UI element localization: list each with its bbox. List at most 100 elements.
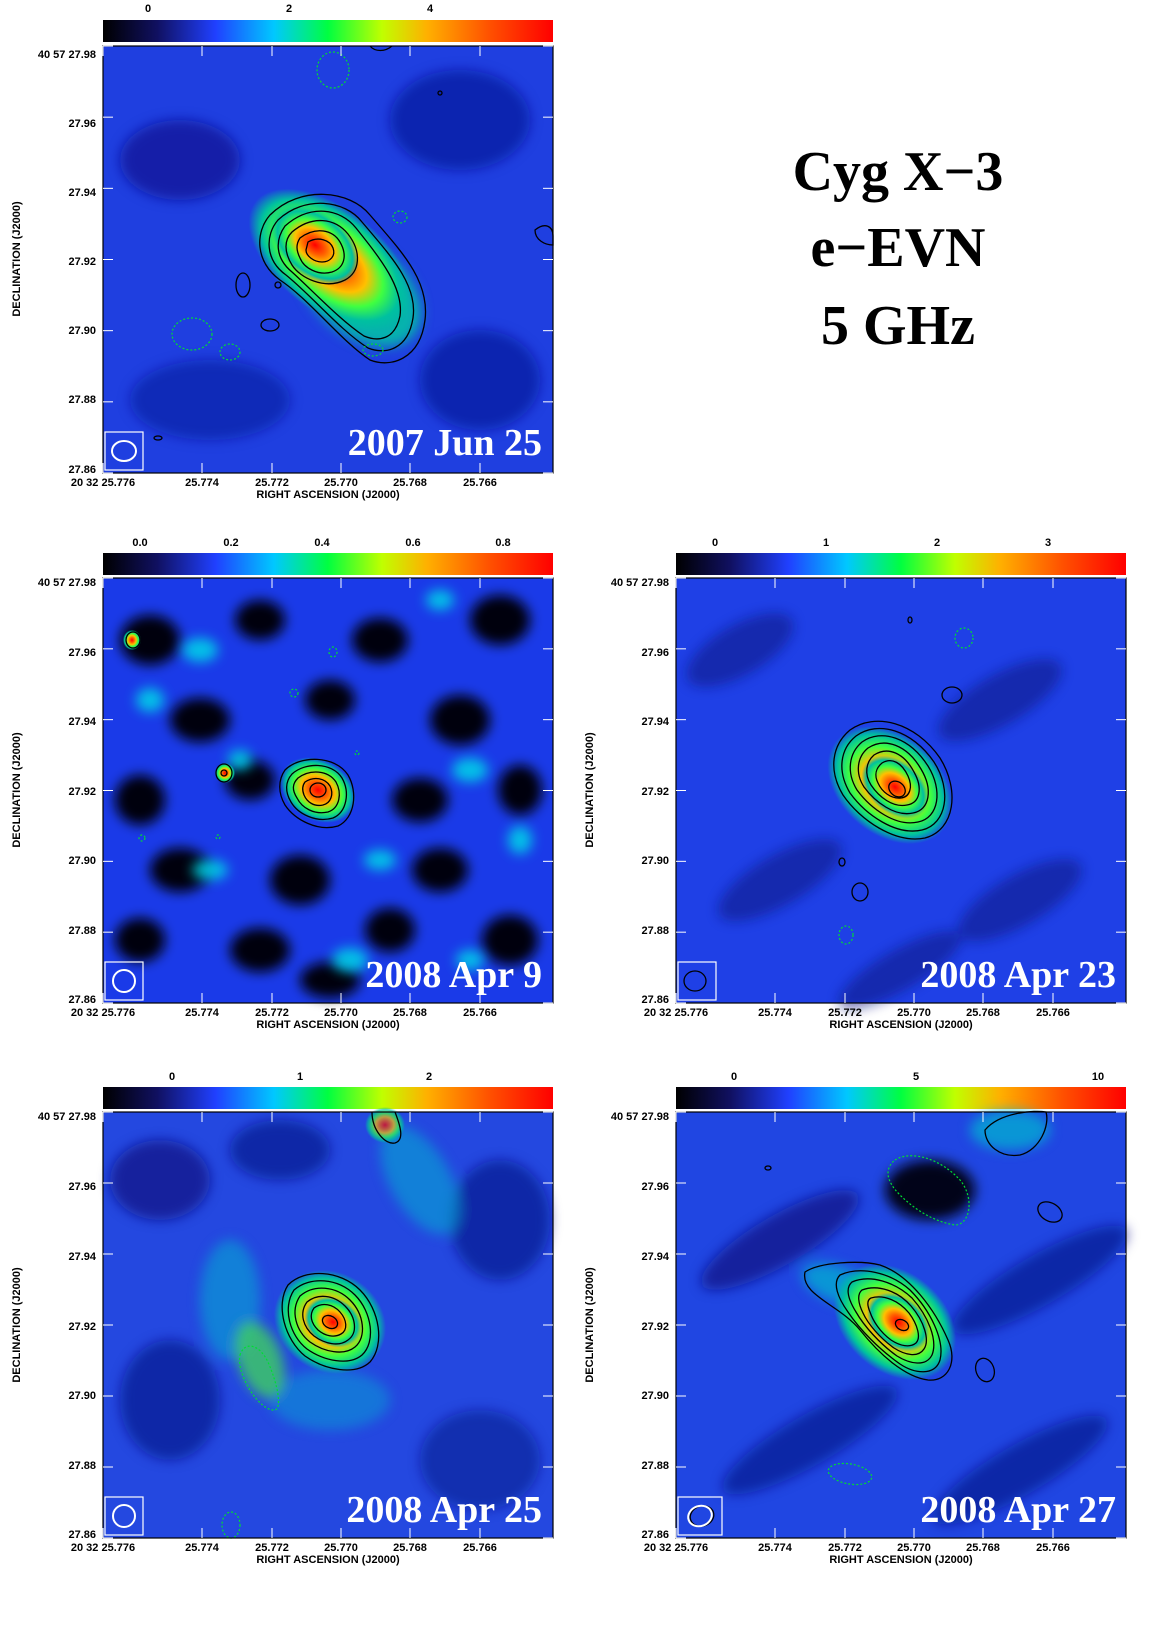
y-tick: 27.88: [641, 1460, 669, 1472]
colorbar-tick: 0.4: [314, 537, 330, 549]
image-map: [676, 578, 1126, 1010]
x-ticks: 20 32 25.776 25.774 25.772 25.770 25.768…: [644, 1542, 1070, 1554]
y-tick: 27.86: [68, 994, 96, 1006]
colorbar-tick: 1: [297, 1071, 303, 1083]
panel-5: 0 5 10: [584, 1071, 1128, 1566]
y-tick: 27.90: [68, 855, 96, 867]
title-line-3: 5 GHz: [821, 295, 975, 357]
y-tick: 27.86: [68, 464, 96, 476]
frame-ticks: [675, 1111, 1126, 1539]
x-tick: 25.766: [463, 1542, 497, 1554]
y-tick: 27.86: [641, 994, 669, 1006]
panel-4: 0 1 2: [11, 1071, 554, 1566]
x-tick: 25.772: [255, 1542, 289, 1554]
title-line-1: Cyg X−3: [793, 141, 1004, 203]
y-tick: 27.96: [641, 647, 669, 659]
frame-ticks: [102, 577, 553, 1004]
colorbar-ticks: 0 5 10: [731, 1071, 1104, 1083]
x-axis-label: RIGHT ASCENSION (J2000): [829, 1019, 973, 1031]
x-tick: 20 32 25.776: [71, 1542, 135, 1554]
y-axis-label: DECLINATION (J2000): [11, 1267, 23, 1383]
negative-contours: [827, 1155, 970, 1486]
colorbar-tick: 0: [145, 3, 151, 15]
y-tick: 27.90: [68, 325, 96, 337]
panel-date: 2008 Apr 9: [365, 954, 542, 996]
beam: [677, 1496, 723, 1536]
panel-date: 2008 Apr 25: [346, 1489, 542, 1531]
negative-contours: [171, 51, 408, 361]
colorbar-tick: 0.6: [405, 537, 420, 549]
beam: [104, 1496, 144, 1536]
y-ticks: 40 57 27.98 27.96 27.94 27.92 27.90 27.8…: [611, 1111, 670, 1541]
colorbar-tick: 2: [426, 1071, 432, 1083]
colorbar: [103, 1087, 553, 1109]
colorbar-ticks: 0 2 4: [145, 3, 434, 15]
y-tick: 27.92: [68, 256, 96, 268]
contours: [281, 1111, 402, 1371]
frame-ticks: [102, 45, 553, 474]
y-axis-label: DECLINATION (J2000): [584, 1267, 596, 1383]
y-ticks: 40 57 27.98 27.96 27.94 27.92 27.90 27.8…: [38, 49, 97, 476]
y-tick: 27.94: [68, 716, 96, 728]
colorbar: [103, 20, 553, 42]
x-tick: 25.774: [758, 1007, 793, 1019]
image-map: [103, 1107, 553, 1538]
y-tick: 27.94: [641, 1251, 669, 1263]
y-tick: 27.94: [641, 716, 669, 728]
y-axis-label: DECLINATION (J2000): [584, 732, 596, 848]
y-tick: 27.92: [68, 1321, 96, 1333]
x-ticks: 20 32 25.776 25.774 25.772 25.770 25.768…: [71, 477, 497, 489]
negative-contours: [138, 646, 360, 842]
contours: [153, 45, 554, 441]
frame-ticks: [675, 577, 1126, 1004]
x-tick: 25.772: [255, 1007, 289, 1019]
y-tick: 27.94: [68, 1251, 96, 1263]
y-tick: 40 57 27.98: [38, 49, 96, 61]
y-tick: 27.96: [641, 1181, 669, 1193]
x-tick: 20 32 25.776: [71, 477, 135, 489]
colorbar-tick: 0: [712, 537, 718, 549]
x-tick: 25.768: [393, 1542, 427, 1554]
x-tick: 20 32 25.776: [644, 1007, 708, 1019]
y-tick: 27.92: [641, 786, 669, 798]
x-tick: 25.770: [897, 1542, 931, 1554]
y-ticks: 40 57 27.98 27.96 27.94 27.92 27.90 27.8…: [611, 577, 670, 1006]
colorbar-ticks: 0.0 0.2 0.4 0.6 0.8: [132, 537, 510, 549]
y-tick: 27.90: [641, 1390, 669, 1402]
y-tick: 27.88: [68, 394, 96, 406]
title-line-2: e−EVN: [811, 217, 986, 279]
colorbar-ticks: 0 1 2 3: [712, 537, 1051, 549]
y-tick: 27.88: [68, 1460, 96, 1472]
contours: [689, 1110, 1063, 1527]
panel-date: 2007 Jun 25: [348, 422, 542, 464]
y-tick: 40 57 27.98: [611, 1111, 669, 1123]
beam: [104, 961, 144, 1001]
panel-date: 2008 Apr 27: [920, 1489, 1116, 1531]
x-tick: 25.770: [324, 1542, 358, 1554]
colorbar-tick: 0.0: [132, 537, 147, 549]
beam: [104, 431, 144, 471]
colorbar-ticks: 0 1 2: [169, 1071, 432, 1083]
y-ticks: 40 57 27.98 27.96 27.94 27.92 27.90 27.8…: [38, 1111, 97, 1541]
y-axis-label: DECLINATION (J2000): [11, 732, 23, 848]
x-tick: 25.774: [185, 1542, 220, 1554]
x-tick: 25.772: [828, 1007, 862, 1019]
colorbar-tick: 0.2: [223, 537, 238, 549]
y-tick: 27.90: [641, 855, 669, 867]
panel-2: 0.0 0.2 0.4 0.6 0.8: [11, 537, 554, 1031]
x-tick: 25.768: [393, 477, 427, 489]
y-tick: 40 57 27.98: [38, 577, 96, 589]
x-tick: 25.768: [966, 1542, 1000, 1554]
image-map: [103, 578, 553, 1003]
x-tick: 20 32 25.776: [644, 1542, 708, 1554]
beam: [677, 961, 717, 1001]
y-tick: 27.86: [68, 1529, 96, 1541]
x-tick: 25.770: [324, 1007, 358, 1019]
x-axis-label: RIGHT ASCENSION (J2000): [256, 1019, 400, 1031]
y-tick: 27.90: [68, 1390, 96, 1402]
x-tick: 25.766: [1036, 1542, 1070, 1554]
colorbar: [676, 1087, 1126, 1109]
y-axis-label: DECLINATION (J2000): [11, 201, 23, 317]
x-tick: 25.770: [324, 477, 358, 489]
x-tick: 20 32 25.776: [71, 1007, 135, 1019]
